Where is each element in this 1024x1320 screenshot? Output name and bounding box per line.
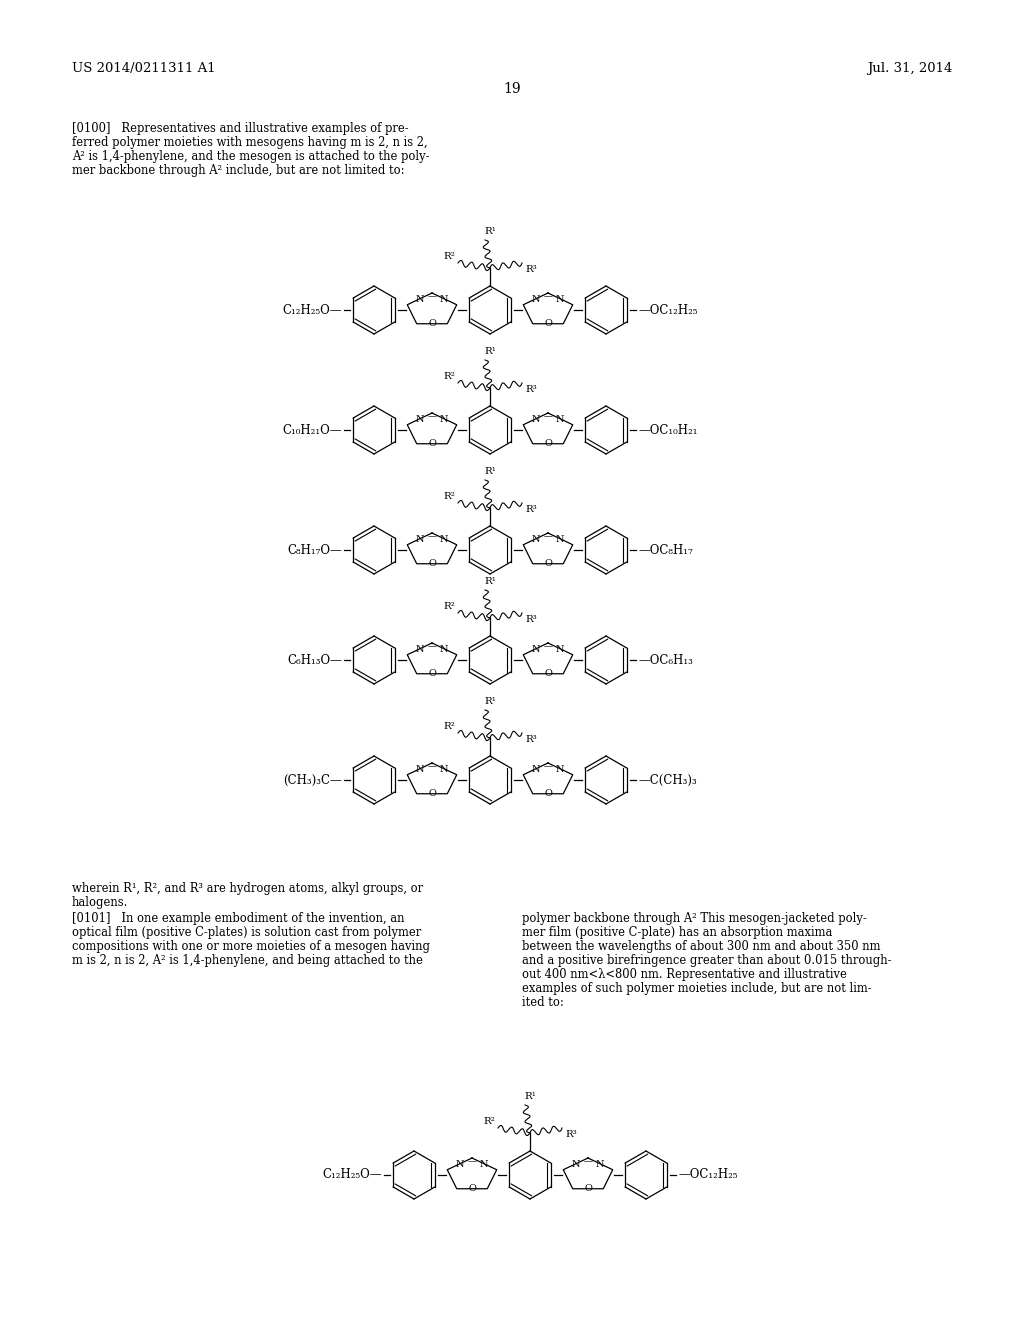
Text: —OC₆H₁₃: —OC₆H₁₃	[638, 653, 693, 667]
Text: —C(CH₃)₃: —C(CH₃)₃	[638, 774, 696, 787]
Text: N: N	[555, 414, 564, 424]
Text: O: O	[428, 789, 436, 799]
Text: N: N	[555, 766, 564, 774]
Text: R³: R³	[565, 1130, 577, 1139]
Text: R¹: R¹	[484, 577, 496, 586]
Text: polymer backbone through A² This mesogen-jacketed poly-: polymer backbone through A² This mesogen…	[522, 912, 866, 925]
Text: A² is 1,4-phenylene, and the mesogen is attached to the poly-: A² is 1,4-phenylene, and the mesogen is …	[72, 150, 429, 162]
Text: N: N	[479, 1160, 488, 1170]
Text: between the wavelengths of about 300 nm and about 350 nm: between the wavelengths of about 300 nm …	[522, 940, 881, 953]
Text: R¹: R¹	[524, 1092, 536, 1101]
Text: N: N	[595, 1160, 604, 1170]
Text: N: N	[532, 535, 541, 544]
Text: O: O	[428, 669, 436, 678]
Text: —: —	[544, 762, 553, 771]
Text: —: —	[427, 762, 436, 771]
Text: N: N	[439, 414, 447, 424]
Text: O: O	[428, 560, 436, 569]
Text: halogens.: halogens.	[72, 896, 128, 909]
Text: —: —	[544, 532, 553, 541]
Text: O: O	[544, 669, 552, 678]
Text: R¹: R¹	[484, 227, 496, 236]
Text: mer backbone through A² include, but are not limited to:: mer backbone through A² include, but are…	[72, 164, 404, 177]
Text: R³: R³	[525, 265, 537, 275]
Text: R³: R³	[525, 615, 537, 624]
Text: O: O	[584, 1184, 592, 1193]
Text: C₆H₁₃O—: C₆H₁₃O—	[287, 653, 342, 667]
Text: N: N	[532, 294, 541, 304]
Text: O: O	[428, 319, 436, 329]
Text: —: —	[544, 292, 553, 301]
Text: US 2014/0211311 A1: US 2014/0211311 A1	[72, 62, 216, 75]
Text: (CH₃)₃C—: (CH₃)₃C—	[284, 774, 342, 787]
Text: —: —	[427, 292, 436, 301]
Text: R²: R²	[443, 372, 455, 381]
Text: N: N	[416, 535, 425, 544]
Text: N: N	[439, 535, 447, 544]
Text: 19: 19	[503, 82, 521, 96]
Text: N: N	[416, 645, 425, 653]
Text: R¹: R¹	[484, 467, 496, 477]
Text: —: —	[427, 643, 436, 651]
Text: R¹: R¹	[484, 697, 496, 706]
Text: compositions with one or more moieties of a mesogen having: compositions with one or more moieties o…	[72, 940, 430, 953]
Text: N: N	[439, 294, 447, 304]
Text: —: —	[468, 1158, 476, 1167]
Text: R³: R³	[525, 506, 537, 513]
Text: N: N	[532, 645, 541, 653]
Text: N: N	[439, 766, 447, 774]
Text: N: N	[532, 766, 541, 774]
Text: —OC₈H₁₇: —OC₈H₁₇	[638, 544, 693, 557]
Text: R³: R³	[525, 735, 537, 744]
Text: optical film (positive C-plates) is solution cast from polymer: optical film (positive C-plates) is solu…	[72, 927, 421, 939]
Text: N: N	[416, 766, 425, 774]
Text: ferred polymer moieties with mesogens having m is 2, n is 2,: ferred polymer moieties with mesogens ha…	[72, 136, 428, 149]
Text: —OC₁₂H₂₅: —OC₁₂H₂₅	[678, 1168, 737, 1181]
Text: C₁₂H₂₅O—: C₁₂H₂₅O—	[323, 1168, 382, 1181]
Text: R²: R²	[443, 722, 455, 731]
Text: —: —	[427, 532, 436, 541]
Text: out 400 nm<λ<800 nm. Representative and illustrative: out 400 nm<λ<800 nm. Representative and …	[522, 968, 847, 981]
Text: —: —	[544, 412, 553, 421]
Text: R²: R²	[443, 492, 455, 502]
Text: and a positive birefringence greater than about 0.015 through-: and a positive birefringence greater tha…	[522, 954, 892, 968]
Text: N: N	[416, 294, 425, 304]
Text: [0100]   Representatives and illustrative examples of pre-: [0100] Representatives and illustrative …	[72, 121, 409, 135]
Text: N: N	[555, 294, 564, 304]
Text: —: —	[544, 643, 553, 651]
Text: [0101]   In one example embodiment of the invention, an: [0101] In one example embodiment of the …	[72, 912, 404, 925]
Text: O: O	[544, 560, 552, 569]
Text: C₁₀H₂₁O—: C₁₀H₂₁O—	[283, 424, 342, 437]
Text: C₁₂H₂₅O—: C₁₂H₂₅O—	[283, 304, 342, 317]
Text: —OC₁₀H₂₁: —OC₁₀H₂₁	[638, 424, 697, 437]
Text: O: O	[544, 440, 552, 449]
Text: R²: R²	[443, 252, 455, 261]
Text: N: N	[532, 414, 541, 424]
Text: Jul. 31, 2014: Jul. 31, 2014	[866, 62, 952, 75]
Text: m is 2, n is 2, A² is 1,4-phenylene, and being attached to the: m is 2, n is 2, A² is 1,4-phenylene, and…	[72, 954, 423, 968]
Text: R³: R³	[525, 385, 537, 393]
Text: C₈H₁₇O—: C₈H₁₇O—	[288, 544, 342, 557]
Text: N: N	[416, 414, 425, 424]
Text: —: —	[427, 412, 436, 421]
Text: O: O	[544, 319, 552, 329]
Text: mer film (positive C-plate) has an absorption maxima: mer film (positive C-plate) has an absor…	[522, 927, 833, 939]
Text: O: O	[468, 1184, 476, 1193]
Text: O: O	[428, 440, 436, 449]
Text: ited to:: ited to:	[522, 997, 564, 1008]
Text: N: N	[456, 1160, 465, 1170]
Text: examples of such polymer moieties include, but are not lim-: examples of such polymer moieties includ…	[522, 982, 871, 995]
Text: —OC₁₂H₂₅: —OC₁₂H₂₅	[638, 304, 697, 317]
Text: N: N	[555, 535, 564, 544]
Text: —: —	[584, 1158, 593, 1167]
Text: R²: R²	[443, 602, 455, 611]
Text: R¹: R¹	[484, 347, 496, 356]
Text: N: N	[439, 645, 447, 653]
Text: N: N	[572, 1160, 581, 1170]
Text: R²: R²	[483, 1117, 495, 1126]
Text: N: N	[555, 645, 564, 653]
Text: O: O	[544, 789, 552, 799]
Text: wherein R¹, R², and R³ are hydrogen atoms, alkyl groups, or: wherein R¹, R², and R³ are hydrogen atom…	[72, 882, 423, 895]
